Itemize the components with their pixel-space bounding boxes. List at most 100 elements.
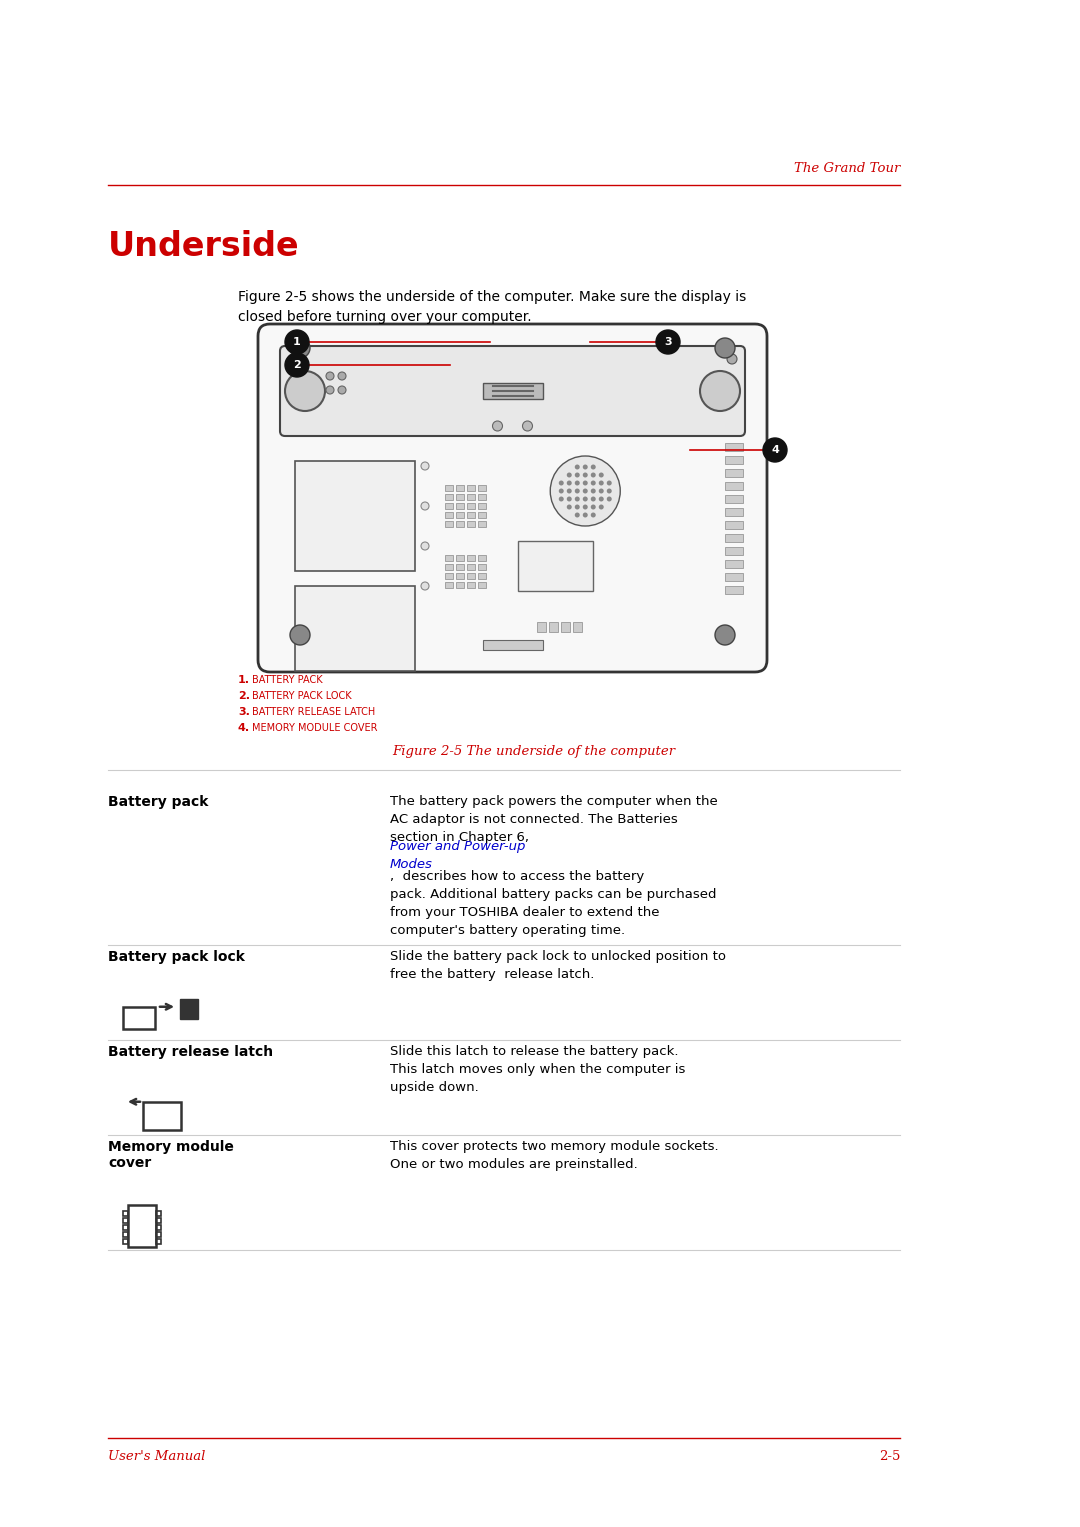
Circle shape [567, 481, 571, 486]
Bar [180, 999, 198, 1019]
Bar [467, 554, 475, 560]
Bar [725, 508, 743, 516]
Circle shape [550, 457, 620, 525]
Bar [445, 502, 453, 508]
Text: 2: 2 [293, 360, 301, 370]
Circle shape [575, 513, 580, 518]
Circle shape [558, 489, 564, 493]
Bar [445, 563, 453, 570]
Bar [456, 486, 464, 492]
Circle shape [607, 489, 611, 493]
Circle shape [583, 489, 588, 493]
Circle shape [598, 481, 604, 486]
Circle shape [591, 504, 596, 510]
Bar [725, 573, 743, 580]
Bar [445, 512, 453, 518]
Bar [478, 521, 486, 527]
Circle shape [523, 421, 532, 431]
Circle shape [575, 464, 580, 469]
Text: ,  describes how to access the battery
pack. Additional battery packs can be pur: , describes how to access the battery pa… [390, 870, 716, 938]
Bar [725, 534, 743, 542]
Bar [467, 521, 475, 527]
Bar [725, 483, 743, 490]
Circle shape [591, 464, 596, 469]
Circle shape [567, 489, 571, 493]
Circle shape [567, 504, 571, 510]
Bar [478, 502, 486, 508]
Bar [123, 1211, 129, 1215]
Bar [725, 547, 743, 554]
Bar [123, 1225, 129, 1229]
Text: 4.: 4. [238, 722, 251, 733]
Bar [725, 443, 743, 450]
Bar [456, 495, 464, 499]
Text: 3.: 3. [238, 707, 249, 718]
Text: User's Manual: User's Manual [108, 1451, 205, 1463]
Text: Power and Power-up
Modes: Power and Power-up Modes [390, 840, 525, 870]
Bar [445, 495, 453, 499]
Bar [467, 495, 475, 499]
Bar [445, 554, 453, 560]
Text: BATTERY RELEASE LATCH: BATTERY RELEASE LATCH [252, 707, 375, 718]
Bar [445, 582, 453, 588]
Circle shape [291, 337, 310, 357]
Circle shape [285, 330, 309, 354]
Bar [483, 640, 542, 651]
Bar [295, 461, 415, 571]
Text: Battery pack: Battery pack [108, 796, 208, 809]
Circle shape [575, 481, 580, 486]
Circle shape [421, 542, 429, 550]
Bar [445, 486, 453, 492]
Bar [456, 573, 464, 579]
Bar [478, 573, 486, 579]
Circle shape [338, 386, 346, 394]
Bar [478, 512, 486, 518]
Circle shape [591, 513, 596, 518]
Bar [478, 486, 486, 492]
Bar [456, 563, 464, 570]
Bar [123, 1238, 129, 1245]
Circle shape [558, 496, 564, 501]
Circle shape [607, 481, 611, 486]
Circle shape [575, 489, 580, 493]
Circle shape [727, 354, 737, 363]
Text: 2-5: 2-5 [879, 1451, 900, 1463]
Circle shape [575, 472, 580, 478]
Text: 1: 1 [293, 337, 301, 347]
Bar [156, 1238, 161, 1245]
Bar [478, 582, 486, 588]
Circle shape [607, 496, 611, 501]
Text: Slide the battery pack lock to unlocked position to
free the battery  release la: Slide the battery pack lock to unlocked … [390, 950, 726, 980]
Bar [537, 621, 545, 632]
Bar [725, 469, 743, 476]
Bar [456, 521, 464, 527]
Bar [467, 502, 475, 508]
Bar [467, 563, 475, 570]
Circle shape [291, 625, 310, 644]
Circle shape [715, 625, 735, 644]
Bar [549, 621, 557, 632]
Circle shape [575, 504, 580, 510]
Bar [467, 486, 475, 492]
Text: The Grand Tour: The Grand Tour [794, 162, 900, 176]
Text: The battery pack powers the computer when the
AC adaptor is not connected. The B: The battery pack powers the computer whe… [390, 796, 718, 844]
Bar [156, 1211, 161, 1215]
Bar [725, 495, 743, 502]
Bar [456, 582, 464, 588]
Bar [123, 1006, 156, 1029]
Circle shape [326, 386, 334, 394]
Bar [478, 554, 486, 560]
Bar [725, 560, 743, 568]
Bar [478, 563, 486, 570]
Circle shape [575, 496, 580, 501]
Bar [572, 621, 582, 632]
Bar [295, 586, 415, 670]
Circle shape [700, 371, 740, 411]
Circle shape [598, 489, 604, 493]
Bar [129, 1205, 156, 1246]
Circle shape [583, 472, 588, 478]
Text: 2.: 2. [238, 692, 249, 701]
Circle shape [598, 496, 604, 501]
Text: Figure 2-5 shows the underside of the computer. Make sure the display is: Figure 2-5 shows the underside of the co… [238, 290, 746, 304]
Bar [456, 512, 464, 518]
